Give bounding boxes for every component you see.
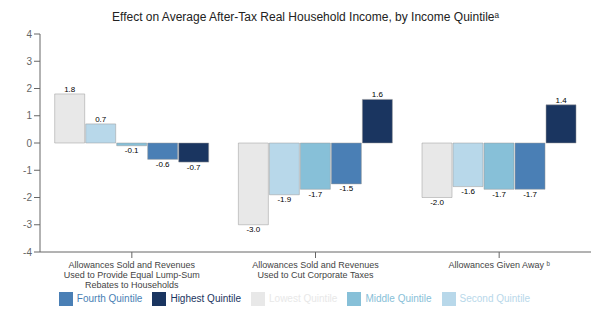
svg-text:Allowances Sold and RevenuesUs: Allowances Sold and RevenuesUsed to Prov… [64,260,200,290]
html-text:Effect on Average After-Tax Re: Effect on Average After-Tax Real Househo… [112,10,499,24]
html-text:Highest Quintile: Highest Quintile [170,292,241,304]
svg-text:-0.6: -0.6 [156,160,170,169]
svg-text:-3.0: -3.0 [246,225,260,234]
svg-text:Allowances Given Away ᵇ: Allowances Given Away ᵇ [449,260,551,270]
svg-text:-4: -4 [23,247,32,258]
svg-text:2: 2 [26,83,32,94]
svg-text:-2: -2 [23,192,32,203]
svg-text:-2.0: -2.0 [430,198,444,207]
html-text:Lowest Quintile: Lowest Quintile [269,292,338,304]
svg-text:Allowances Sold and RevenuesUs: Allowances Sold and RevenuesUsed to Cut … [252,260,379,280]
html-text:Second Quintile: Second Quintile [459,292,531,304]
svg-text:4: 4 [26,29,32,40]
svg-text:-3: -3 [23,219,32,230]
svg-text:-0.7: -0.7 [187,163,201,172]
svg-text:0: 0 [26,138,32,149]
svg-text:-1.7: -1.7 [308,190,322,199]
html-text:Fourth Quintile: Fourth Quintile [76,292,143,304]
svg-text:1.4: 1.4 [555,96,567,105]
svg-text:-0.1: -0.1 [125,146,139,155]
svg-text:1: 1 [26,110,32,121]
svg-text:-1.7: -1.7 [492,190,506,199]
svg-text:1.6: 1.6 [372,90,384,99]
svg-text:-1.9: -1.9 [277,195,291,204]
svg-text:-1.5: -1.5 [339,184,353,193]
svg-text:0.7: 0.7 [95,115,107,124]
svg-text:3: 3 [26,56,32,67]
html-text:Middle Quintile: Middle Quintile [365,292,432,304]
svg-text:1.8: 1.8 [64,85,76,94]
svg-text:-1: -1 [23,165,32,176]
svg-text:-1.7: -1.7 [523,190,537,199]
svg-text:-1.6: -1.6 [461,187,475,196]
